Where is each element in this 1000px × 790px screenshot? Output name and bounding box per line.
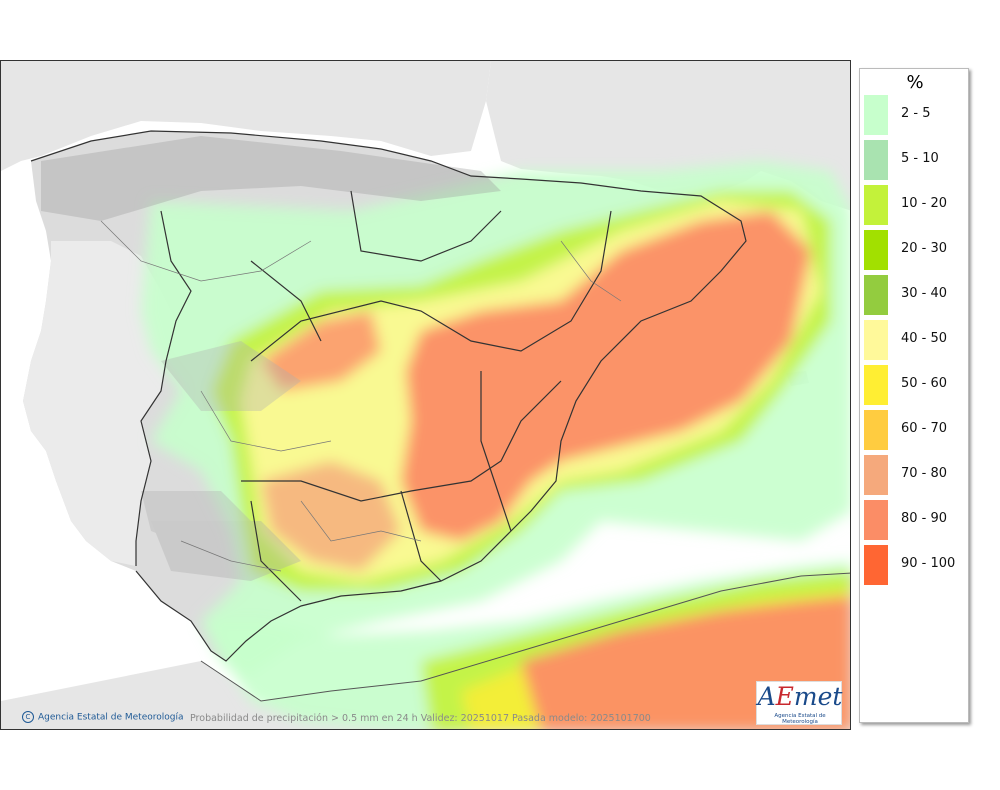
aemet-logo-subtitle: Agencia Estatal de Meteorología	[774, 713, 826, 725]
map-caption: Probabilidad de precipitación > 0.5 mm e…	[190, 713, 651, 724]
legend-item: 10 - 20	[864, 185, 968, 227]
region-borders	[30, 130, 747, 662]
legend-label: 70 - 80	[901, 466, 948, 481]
probability-field	[141, 161, 850, 729]
legend-item: 40 - 50	[864, 320, 968, 362]
legend-label: 50 - 60	[901, 376, 948, 391]
legend-item: 5 - 10	[864, 140, 968, 182]
agency-credit: C Agencia Estatal de Meteorología	[22, 711, 184, 723]
legend-swatch	[864, 95, 888, 135]
legend-label: 10 - 20	[901, 196, 948, 211]
legend-swatch	[864, 455, 888, 495]
legend-item: 80 - 90	[864, 500, 968, 542]
legend-label: 5 - 10	[901, 151, 939, 166]
legend-swatch	[864, 500, 888, 540]
legend-panel: % 2 - 5 5 - 10 10 - 20 20 - 30 30 - 40 40 - 5…	[859, 68, 969, 723]
legend-swatch	[864, 140, 888, 180]
africa-coastline	[200, 572, 850, 702]
legend-item: 20 - 30	[864, 230, 968, 272]
legend-item: 60 - 70	[864, 410, 968, 452]
legend-item: 50 - 60	[864, 365, 968, 407]
legend-swatch	[864, 320, 888, 360]
portugal-land	[23, 241, 176, 566]
precipitation-probability-map	[1, 61, 850, 729]
relief-texture	[41, 136, 501, 581]
legend-label: 40 - 50	[901, 331, 948, 346]
legend-swatch	[864, 365, 888, 405]
aemet-logo: AEmet Agencia Estatal de Meteorología	[756, 681, 842, 725]
legend-item: 2 - 5	[864, 95, 968, 137]
legend-title: %	[906, 72, 924, 93]
agency-name: Agencia Estatal de Meteorología	[38, 712, 184, 723]
legend-label: 2 - 5	[901, 106, 931, 121]
province-borders	[100, 220, 622, 572]
copyright-icon: C	[22, 711, 34, 723]
band-70-80-south	[261, 461, 401, 571]
legend-item: 90 - 100	[864, 545, 968, 587]
legend-label: 60 - 70	[901, 421, 948, 436]
legend-item: 70 - 80	[864, 455, 968, 497]
legend-swatch	[864, 230, 888, 270]
legend-item: 30 - 40	[864, 275, 968, 317]
legend-label: 20 - 30	[901, 241, 948, 256]
legend-swatch	[864, 545, 888, 585]
legend-swatch	[864, 185, 888, 225]
aemet-logo-wordmark: AEmet	[757, 682, 843, 711]
france-land	[1, 61, 491, 171]
band-80-90-center	[261, 311, 381, 391]
legend-swatch	[864, 275, 888, 315]
band-80-90-east	[401, 211, 811, 541]
legend-label: 30 - 40	[901, 286, 948, 301]
legend-label: 90 - 100	[901, 556, 956, 571]
map-panel: AEmet Agencia Estatal de Meteorología	[0, 60, 851, 730]
legend-label: 80 - 90	[901, 511, 948, 526]
legend-swatch	[864, 410, 888, 450]
